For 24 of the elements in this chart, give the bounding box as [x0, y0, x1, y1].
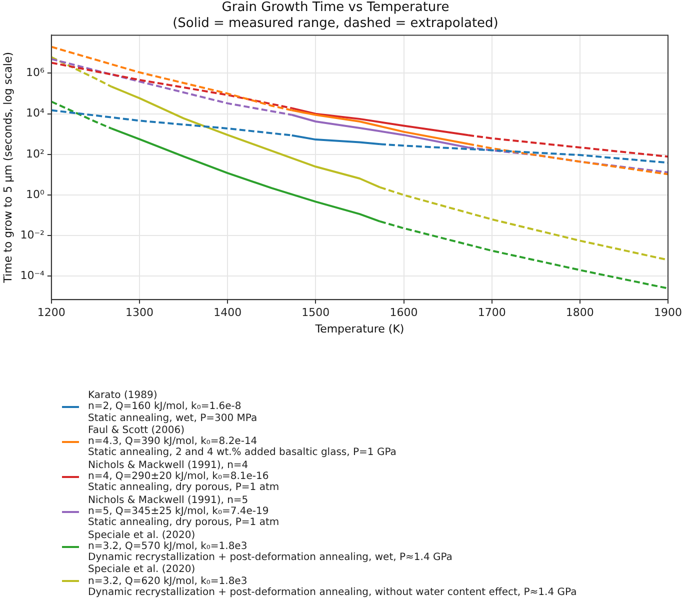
- y-tick-label: 10⁴: [26, 106, 45, 120]
- x-axis-title: Temperature (K): [314, 322, 404, 336]
- legend-label: Karato (1989) n=2, Q=160 kJ/mol, k₀=1.6e-8 Static annealing, wet, P=300 MPa: [88, 390, 258, 424]
- x-tick-label: 1200: [37, 306, 66, 320]
- legend-label: Faul & Scott (2006) n=4.3, Q=390 kJ/mol, k₀=8.2e-14 Static annealing, 2 and 4 wt.% added basaltic glass, P=1 GPa: [88, 424, 396, 459]
- chart-title: Grain Growth Time vs Temperature: [222, 0, 450, 16]
- x-tick-label: 1300: [125, 306, 154, 320]
- chart-subtitle: (Solid = measured range, dashed = extrapolated): [172, 16, 498, 31]
- y-tick-label: 10²: [26, 147, 44, 160]
- x-tick-label: 1500: [302, 306, 330, 320]
- y-tick-label: 10⁶: [26, 66, 45, 80]
- y-tick-label: 10⁻²: [20, 228, 44, 242]
- legend-label: Speciale et al. (2020) n=3.2, Q=570 kJ/mol, k₀=1.8e3 Dynamic recrystallization + post-deformation annealing, wet, P≈1.4 GPa: [88, 530, 452, 564]
- legend-label: Speciale et al. (2020) n=3.2, Q=620 kJ/mol, k₀=1.8e3 Dynamic recrystallization + post-deformation annealing, without water content effect, P≈1.4 GPa: [88, 564, 577, 598]
- x-tick-label: 1700: [478, 306, 506, 320]
- y-axis-title: Time to grow to 5 μm (seconds, log scale): [1, 52, 14, 284]
- y-tick-label: 10⁰: [26, 188, 45, 201]
- x-tick-label: 1600: [390, 306, 418, 320]
- legend-label: Nichols & Mackwell (1991), n=4 n=4, Q=290±20 kJ/mol, k₀=8.1e-16 Static annealing, dry porous, P=1 atm: [88, 460, 280, 494]
- y-tick-label: 10⁻⁴: [20, 269, 45, 282]
- x-tick-label: 1900: [654, 306, 682, 320]
- x-tick-label: 1400: [214, 306, 242, 320]
- legend-label: Nichols & Mackwell (1991), n=5 n=5, Q=345±25 kJ/mol, k₀=7.4e-19 Static annealing, dry porous, P=1 atm: [88, 494, 280, 529]
- x-tick-label: 1800: [566, 306, 594, 320]
